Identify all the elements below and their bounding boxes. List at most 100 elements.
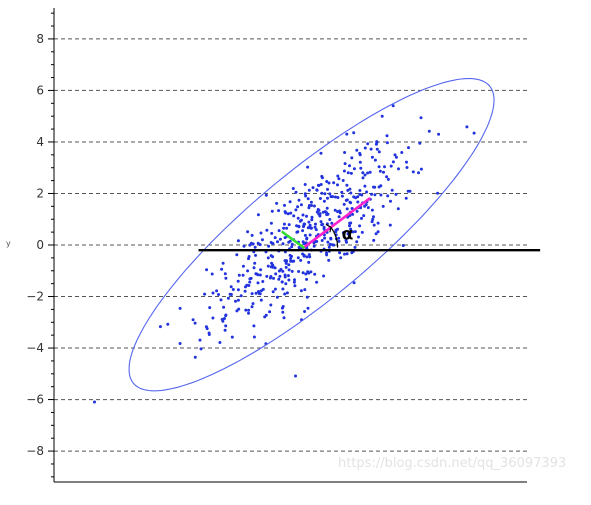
data-point xyxy=(301,229,305,233)
data-point xyxy=(346,188,350,192)
data-point xyxy=(385,134,389,138)
data-point xyxy=(391,160,395,164)
data-point xyxy=(246,230,250,234)
data-point xyxy=(370,155,374,159)
data-point xyxy=(259,298,263,302)
data-point xyxy=(373,193,377,197)
data-point xyxy=(220,267,224,271)
data-point xyxy=(350,207,354,210)
data-point xyxy=(93,400,96,404)
data-point xyxy=(307,260,311,264)
data-point xyxy=(309,200,313,204)
data-point xyxy=(353,245,357,249)
data-point xyxy=(249,276,253,280)
data-point xyxy=(363,184,367,188)
data-point xyxy=(256,281,260,285)
data-point xyxy=(329,237,333,241)
data-point xyxy=(265,228,269,232)
data-point xyxy=(419,116,423,120)
data-point xyxy=(226,296,230,300)
data-point xyxy=(305,214,308,218)
data-point xyxy=(293,278,296,282)
overlays: α xyxy=(128,78,541,392)
data-point xyxy=(244,285,247,289)
data-point xyxy=(360,216,363,220)
data-point xyxy=(349,221,353,225)
data-point xyxy=(281,287,285,291)
data-point xyxy=(345,132,349,136)
data-point xyxy=(379,193,383,197)
data-point xyxy=(336,174,340,178)
data-point xyxy=(327,258,331,262)
data-point xyxy=(306,197,310,201)
data-point xyxy=(269,221,273,225)
data-point xyxy=(283,203,286,207)
data-point xyxy=(223,317,226,320)
data-point xyxy=(277,269,281,273)
data-point xyxy=(313,272,317,276)
data-point xyxy=(290,269,294,273)
data-point xyxy=(268,276,272,280)
data-point xyxy=(318,214,322,218)
data-point xyxy=(338,251,342,255)
data-point xyxy=(377,150,381,154)
data-point xyxy=(325,251,328,255)
data-point xyxy=(269,241,273,244)
data-point xyxy=(243,289,247,293)
data-point xyxy=(307,188,311,192)
data-point xyxy=(215,289,219,293)
data-point xyxy=(310,226,313,230)
data-point xyxy=(218,341,222,344)
data-point xyxy=(348,224,351,228)
data-point xyxy=(308,233,312,237)
data-point xyxy=(236,279,240,283)
data-point xyxy=(294,374,297,378)
data-point xyxy=(385,141,389,145)
data-point xyxy=(370,220,374,224)
data-point xyxy=(316,208,320,211)
data-point xyxy=(211,316,215,320)
data-point xyxy=(295,230,299,234)
data-point xyxy=(308,255,312,259)
data-point xyxy=(198,338,202,342)
data-point xyxy=(276,240,279,244)
data-point xyxy=(310,215,314,219)
data-point xyxy=(305,237,309,241)
data-point xyxy=(311,186,315,190)
data-point xyxy=(251,302,255,306)
data-point xyxy=(320,191,324,195)
data-point xyxy=(312,244,316,248)
data-point xyxy=(224,276,228,280)
data-point xyxy=(390,188,394,192)
data-point xyxy=(328,192,332,196)
data-point xyxy=(207,331,211,335)
data-point xyxy=(366,171,370,175)
data-point xyxy=(353,230,357,234)
data-point xyxy=(310,218,314,222)
data-point xyxy=(306,165,310,169)
data-point xyxy=(284,282,288,286)
data-point xyxy=(299,258,303,262)
data-point xyxy=(191,318,195,322)
data-point xyxy=(289,259,293,263)
data-point xyxy=(365,190,369,194)
y-tick-label: 6 xyxy=(36,83,44,97)
data-point xyxy=(407,146,410,150)
data-point xyxy=(331,195,335,199)
data-point xyxy=(298,219,302,223)
data-point xyxy=(361,171,365,175)
data-point xyxy=(381,204,385,208)
data-point xyxy=(203,292,207,296)
data-point xyxy=(283,292,287,296)
data-point xyxy=(401,244,405,247)
data-point xyxy=(362,214,366,218)
data-point xyxy=(418,141,422,145)
data-point xyxy=(297,270,301,273)
y-tick-label: −4 xyxy=(26,341,44,355)
data-point xyxy=(363,173,367,177)
data-point xyxy=(386,194,390,198)
data-point xyxy=(317,184,321,187)
data-point xyxy=(351,212,355,216)
data-point xyxy=(347,234,351,238)
data-point xyxy=(436,191,440,195)
